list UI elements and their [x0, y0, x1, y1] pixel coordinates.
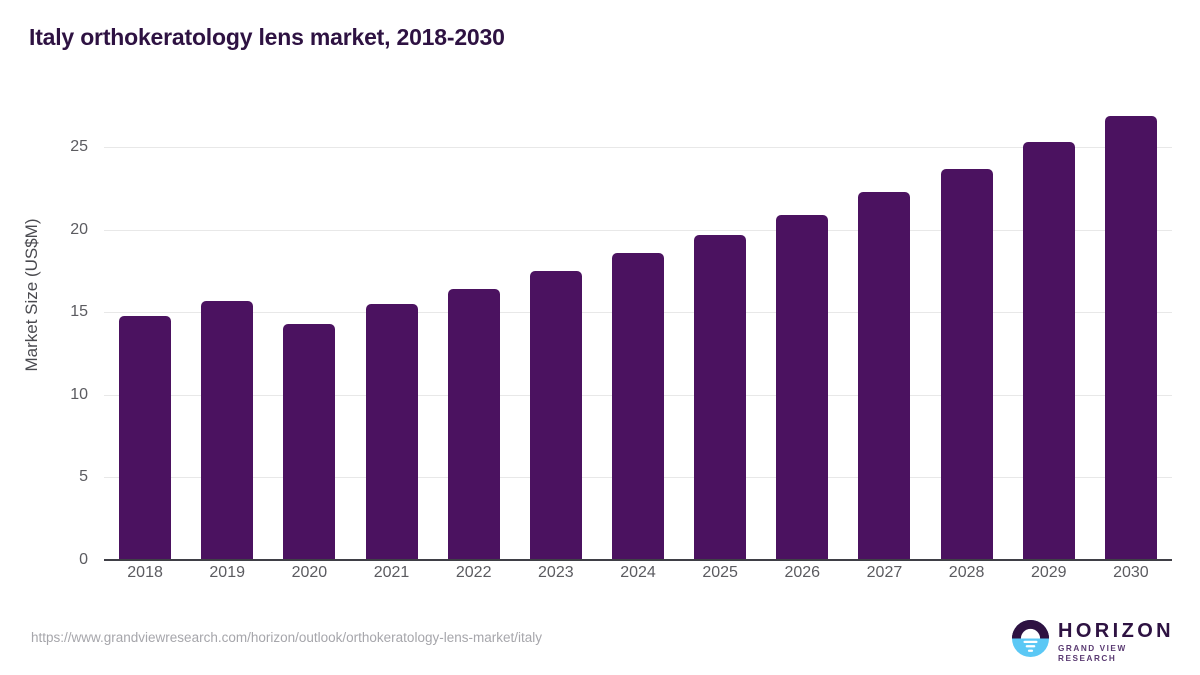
x-axis-tick-label: 2026: [784, 564, 821, 581]
y-axis-tick-label: 0: [79, 551, 88, 568]
bar[interactable]: [611, 252, 664, 560]
bar-slot: 2030: [1090, 115, 1172, 581]
x-axis-tick-label: 2030: [1113, 564, 1149, 581]
bar-slot: 2022: [433, 145, 515, 581]
bar-slot: 2020: [268, 145, 350, 581]
y-axis-tick-label: 25: [70, 138, 88, 156]
horizon-sun-circle-icon: [1012, 620, 1049, 657]
x-axis-tick-label: 2023: [538, 564, 574, 581]
x-axis-tick-label: 2029: [1030, 564, 1067, 581]
x-axis-tick-label: 2018: [127, 564, 163, 581]
x-axis-tick-label: 2027: [866, 564, 903, 581]
logo-wordmark: HORIZON: [1058, 620, 1175, 642]
x-axis-tick-label: 2024: [620, 564, 656, 581]
x-axis-line: [104, 559, 1172, 561]
plot-area: 2018 2019 2020 2021 2022 2023 2024 2025 2026 2027…: [104, 115, 1172, 581]
y-axis-tick-label: 15: [70, 303, 88, 321]
bar-slot: 2025: [679, 145, 761, 581]
bar-slot: 2018: [104, 145, 186, 581]
page-title: Italy orthokeratology lens market, 2018-…: [29, 24, 505, 50]
x-axis-tick-label: 2022: [455, 564, 492, 581]
x-axis-tick-label: 2025: [702, 564, 738, 581]
bar[interactable]: [858, 191, 911, 560]
bar-slot: 2026: [761, 145, 843, 581]
bar-slot: 2024: [597, 145, 679, 581]
bar[interactable]: [694, 234, 747, 560]
bar[interactable]: [201, 300, 254, 560]
bar[interactable]: [940, 168, 993, 560]
x-axis-tick-label: 2020: [291, 564, 328, 581]
bar-slot: 2029: [1008, 142, 1090, 581]
bar-slot: 2023: [515, 145, 597, 581]
y-axis-tick-label: 10: [70, 385, 88, 403]
bar[interactable]: [283, 323, 336, 560]
bar-slot: 2019: [186, 145, 268, 581]
bar[interactable]: [119, 315, 172, 560]
y-axis-tick-label: 5: [79, 468, 88, 486]
bar[interactable]: [529, 271, 582, 560]
y-axis-tick-label: 20: [70, 220, 88, 238]
x-axis-tick-label: 2021: [373, 564, 410, 581]
bar[interactable]: [776, 214, 829, 560]
logo-tagline: GRAND VIEW RESEARCH: [1058, 644, 1127, 663]
y-axis-tick-labels: 0 5 10 15 20 25: [0, 138, 88, 568]
x-axis-tick-label: 2028: [948, 564, 985, 581]
bar-slot: 2027: [843, 145, 925, 581]
bar-slot: 2021: [350, 145, 432, 581]
source-url[interactable]: https://www.grandviewresearch.com/horizo…: [31, 630, 542, 645]
bar[interactable]: [1022, 142, 1075, 560]
bar[interactable]: [365, 304, 418, 560]
bar[interactable]: [447, 289, 500, 560]
logo-text: HORIZON GRAND VIEW RESEARCH: [1058, 621, 1174, 664]
gridline: [104, 147, 1172, 149]
horizon-logo[interactable]: HORIZON GRAND VIEW RESEARCH: [1008, 617, 1171, 663]
bar[interactable]: [1104, 115, 1157, 560]
bar-slot: 2028: [926, 145, 1008, 581]
gridline: [104, 229, 1172, 231]
x-axis-tick-label: 2019: [209, 564, 245, 581]
